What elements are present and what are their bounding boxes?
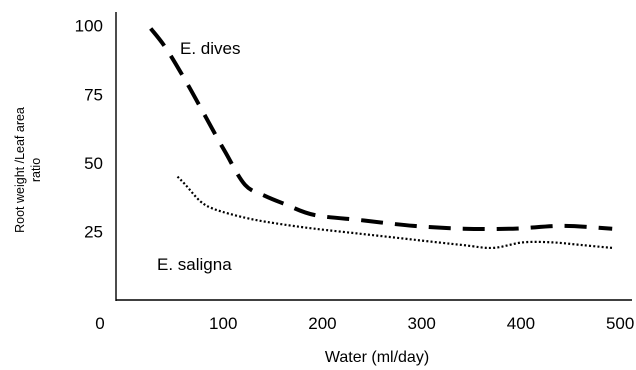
x-axis-title: Water (ml/day): [325, 349, 429, 366]
y-axis-title-line-2: ratio: [29, 158, 43, 182]
x-tick-label: 400: [507, 314, 535, 333]
series-label-e-saligna: E. saligna: [157, 255, 232, 274]
y-axis-title: Root weight /Leaf area ratio: [13, 107, 43, 233]
x-tick-label: 100: [209, 314, 237, 333]
series-layer: [149, 27, 613, 250]
x-tick-label: 0: [95, 314, 104, 333]
x-tick-label: 500: [606, 314, 634, 333]
tick-labels: 0 100 200 300 400 500 25 50 75 100: [75, 17, 635, 333]
y-tick-label: 75: [84, 85, 103, 104]
series-line-e-saligna: [176, 175, 613, 250]
y-tick-label: 25: [84, 222, 103, 241]
series-line-e-dives: [149, 27, 613, 231]
x-tick-label: 300: [408, 314, 436, 333]
y-tick-label: 100: [75, 17, 103, 36]
y-axis-title-line-1: Root weight /Leaf area: [13, 107, 27, 233]
axes: [115, 12, 632, 301]
series-label-e-dives: E. dives: [180, 39, 240, 58]
y-tick-label: 50: [84, 154, 103, 173]
x-tick-label: 200: [308, 314, 336, 333]
